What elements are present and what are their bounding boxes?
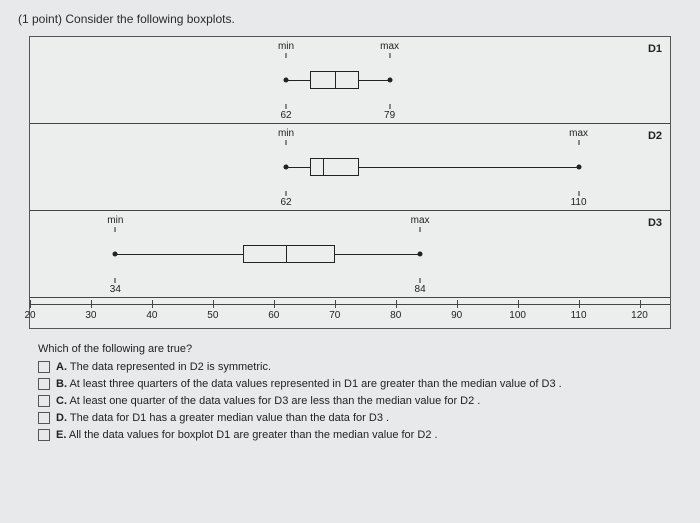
- checkbox-icon[interactable]: [38, 361, 50, 373]
- tick: [115, 227, 116, 232]
- boxplot-chart: D1minmax6279D2minmax62110D3minmax3484203…: [29, 36, 671, 329]
- answer-option[interactable]: D. The data for D1 has a greater median …: [38, 410, 682, 426]
- min-value: 62: [271, 197, 301, 208]
- axis-label: 90: [451, 310, 462, 321]
- axis-tick: [640, 300, 641, 308]
- axis-label: 20: [24, 310, 35, 321]
- boxplot-panel: D3 min max 34 84: [30, 211, 670, 298]
- max-value: 79: [375, 110, 405, 121]
- boxplot-panel: D1 min max 62 79: [30, 37, 670, 124]
- min-label: min: [271, 41, 301, 52]
- box-track: [30, 245, 670, 263]
- axis-tick: [335, 300, 336, 308]
- option-text: D. The data for D1 has a greater median …: [56, 410, 389, 426]
- min-value: 62: [271, 110, 301, 121]
- x-axis: 2030405060708090100110120: [30, 298, 670, 328]
- tick: [578, 191, 579, 196]
- iqr-box: [310, 158, 359, 176]
- option-text: E. All the data values for boxplot D1 ar…: [56, 427, 438, 443]
- axis-tick: [213, 300, 214, 308]
- answer-option[interactable]: A. The data represented in D2 is symmetr…: [38, 359, 682, 375]
- median-line: [335, 71, 336, 89]
- answer-option[interactable]: C. At least one quarter of the data valu…: [38, 393, 682, 409]
- axis-tick: [274, 300, 275, 308]
- axis-label: 80: [390, 310, 401, 321]
- whisker-left: [286, 80, 310, 81]
- max-dot: [576, 165, 581, 170]
- checkbox-icon[interactable]: [38, 378, 50, 390]
- answers-block: Which of the following are true? A. The …: [38, 343, 682, 443]
- max-dot: [387, 78, 392, 83]
- answer-option[interactable]: E. All the data values for boxplot D1 ar…: [38, 427, 682, 443]
- axis-label: 70: [329, 310, 340, 321]
- whisker-right: [335, 254, 420, 255]
- tick: [420, 227, 421, 232]
- axis-label: 30: [85, 310, 96, 321]
- axis-tick: [457, 300, 458, 308]
- option-text: C. At least one quarter of the data valu…: [56, 393, 480, 409]
- box-track: [30, 158, 670, 176]
- panel-id: D1: [648, 43, 662, 55]
- axis-line: [30, 304, 670, 305]
- tick: [286, 53, 287, 58]
- iqr-box: [243, 245, 334, 263]
- checkbox-icon[interactable]: [38, 395, 50, 407]
- axis-tick: [91, 300, 92, 308]
- option-text: B. At least three quarters of the data v…: [56, 376, 562, 392]
- axis-label: 50: [207, 310, 218, 321]
- max-label: max: [564, 128, 594, 139]
- option-text: A. The data represented in D2 is symmetr…: [56, 359, 271, 375]
- axis-label: 60: [268, 310, 279, 321]
- max-dot: [418, 252, 423, 257]
- median-line: [323, 158, 324, 176]
- tick: [389, 53, 390, 58]
- tick: [420, 278, 421, 283]
- axis-tick: [152, 300, 153, 308]
- max-label: max: [405, 215, 435, 226]
- whisker-right: [359, 80, 389, 81]
- checkbox-icon[interactable]: [38, 412, 50, 424]
- max-value: 84: [405, 284, 435, 295]
- min-label: min: [100, 215, 130, 226]
- tick: [115, 278, 116, 283]
- axis-label: 120: [631, 310, 648, 321]
- tick: [389, 104, 390, 109]
- tick: [286, 140, 287, 145]
- whisker-right: [359, 167, 578, 168]
- max-label: max: [375, 41, 405, 52]
- min-label: min: [271, 128, 301, 139]
- answer-option[interactable]: B. At least three quarters of the data v…: [38, 376, 682, 392]
- axis-tick: [30, 300, 31, 308]
- panel-id: D2: [648, 130, 662, 142]
- max-value: 110: [564, 197, 594, 208]
- tick: [578, 140, 579, 145]
- box-track: [30, 71, 670, 89]
- checkbox-icon[interactable]: [38, 429, 50, 441]
- answers-prompt: Which of the following are true?: [38, 343, 682, 355]
- axis-label: 40: [146, 310, 157, 321]
- min-value: 34: [100, 284, 130, 295]
- axis-label: 100: [509, 310, 526, 321]
- axis-tick: [579, 300, 580, 308]
- tick: [286, 104, 287, 109]
- whisker-left: [286, 167, 310, 168]
- boxplot-panel: D2 min max 62 110: [30, 124, 670, 211]
- question-text: (1 point) Consider the following boxplot…: [18, 12, 682, 26]
- median-line: [286, 245, 287, 263]
- tick: [286, 191, 287, 196]
- panel-id: D3: [648, 217, 662, 229]
- page: (1 point) Consider the following boxplot…: [0, 0, 700, 523]
- axis-label: 110: [571, 310, 587, 321]
- axis-tick: [396, 300, 397, 308]
- whisker-left: [115, 254, 243, 255]
- axis-tick: [518, 300, 519, 308]
